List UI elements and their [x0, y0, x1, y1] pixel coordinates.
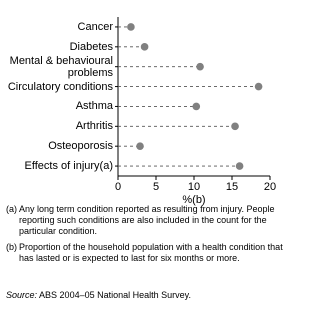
category-label: Arthritis	[75, 120, 113, 133]
x-tick-label: 10	[188, 181, 200, 193]
dot	[231, 122, 239, 131]
footnote: (b) Proportion of the household populati…	[6, 242, 288, 264]
footnote: (a) Any long term condition reported as …	[6, 204, 288, 237]
dot	[196, 62, 204, 71]
footnote-marker: (a)	[6, 204, 17, 214]
source: Source: ABS 2004–05 National Health Surv…	[6, 290, 191, 300]
footnote-text: Proportion of the household population w…	[19, 242, 283, 263]
footnote-text: Any long term condition reported as resu…	[19, 204, 275, 236]
x-tick-label: 15	[226, 181, 238, 193]
dot	[235, 162, 244, 170]
dot	[254, 82, 263, 91]
category-label: Circulatory conditions	[7, 80, 113, 93]
category-label: Cancer	[77, 20, 113, 33]
category-label: Effects of injury(a)	[24, 160, 113, 173]
dot	[136, 142, 144, 150]
chart: 0 5 10 15 20 %(b)	[115, 17, 276, 206]
category-label: Diabetes	[69, 40, 113, 53]
x-tick-label: 0	[115, 181, 121, 193]
dot	[192, 102, 201, 111]
source-text: ABS 2004–05 National Health Survey.	[39, 290, 191, 300]
dot	[127, 23, 135, 31]
category-label: Asthma	[75, 100, 113, 113]
x-tick-label: 5	[153, 181, 159, 193]
footnote-marker: (b)	[6, 242, 17, 252]
page: 0 5 10 15 20 %(b) (a) Any long term condition…	[6, 17, 288, 300]
x-tick-label: 20	[264, 181, 276, 193]
category-label: Osteoporosis	[48, 140, 113, 153]
source-label: Source:	[6, 290, 38, 300]
x-axis-label: %(b)	[182, 194, 205, 206]
category-label: Mental & behavioural problems	[9, 54, 113, 79]
dot	[140, 43, 149, 51]
